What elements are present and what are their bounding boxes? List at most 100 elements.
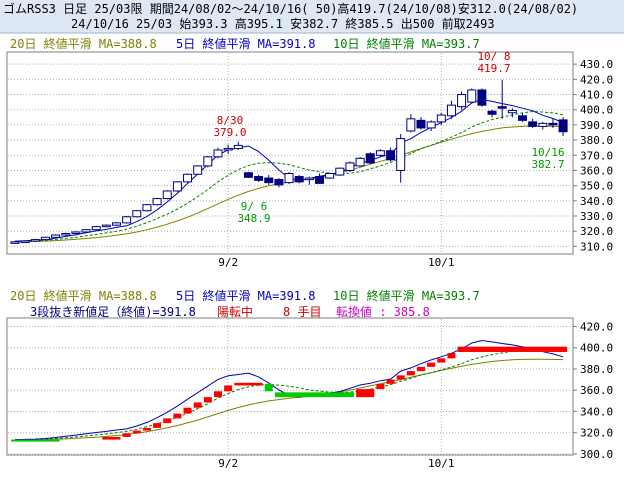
candle-body-down xyxy=(416,119,426,129)
candle-body-up xyxy=(51,234,61,238)
candle-body-down xyxy=(365,153,375,164)
y-bottom-tick-label: 360.0 xyxy=(580,384,613,397)
candle-body-down xyxy=(294,176,304,183)
brick-up xyxy=(163,418,172,424)
y-top-tick-label: 330.0 xyxy=(580,210,613,223)
candle-body-up xyxy=(467,89,477,103)
candle-body-up xyxy=(203,156,213,167)
candle-body-up xyxy=(325,173,335,179)
brick-up xyxy=(132,430,141,434)
candle-body-up xyxy=(375,150,385,156)
header-background xyxy=(0,0,624,33)
y-top-tick-label: 410.0 xyxy=(580,89,613,102)
candle-body-down xyxy=(497,106,507,109)
brick-up xyxy=(224,385,233,392)
y-bottom-tick-label: 380.0 xyxy=(580,363,613,376)
candle-body-up xyxy=(142,204,152,212)
brick-up xyxy=(356,389,375,398)
brick-up xyxy=(457,346,568,352)
brick-up xyxy=(102,436,121,440)
brick-up xyxy=(234,382,263,386)
legend-top-ma10: 10日 終値平滑 MA=393.7 xyxy=(333,36,480,51)
brick-down xyxy=(274,392,354,398)
y-bottom-tick-label: 340.0 xyxy=(580,405,613,418)
candle-body-up xyxy=(507,109,517,114)
legend-bottom-ma10: 10日 終値平滑 MA=393.7 xyxy=(333,288,480,303)
candle-body-up xyxy=(71,231,81,234)
candle-body-up xyxy=(396,138,406,171)
linebreak-plot-frame xyxy=(6,317,574,456)
brick-up xyxy=(122,433,131,437)
x-top-tick-label: 9/2 xyxy=(218,256,238,269)
candle-body-up xyxy=(122,216,132,224)
linebreak-panel-ma10-line xyxy=(14,348,564,441)
header-title: ゴムRSS3 日足 25/03限 期間24/08/02～24/10/16( 50… xyxy=(3,1,578,16)
linebreak-reversal: 転換値 : 385.8 xyxy=(336,304,430,319)
brick-down xyxy=(11,439,60,442)
brick-up xyxy=(142,427,151,431)
annotation-value: 379.0 xyxy=(213,126,246,139)
brick-up xyxy=(447,353,456,359)
y-top-tick-label: 360.0 xyxy=(580,164,613,177)
candle-body-up xyxy=(406,118,416,132)
candle-body-up xyxy=(91,226,101,231)
brick-up xyxy=(173,413,182,419)
candle-body-up xyxy=(446,104,456,117)
candle-body-down xyxy=(558,119,568,133)
x-top-tick-label: 10/1 xyxy=(428,256,455,269)
y-top-tick-label: 400.0 xyxy=(580,104,613,117)
linebreak-panel-ma20-line xyxy=(14,358,564,441)
candle-body-up xyxy=(183,173,193,183)
brick-up xyxy=(214,391,222,398)
candle-body-up xyxy=(223,147,233,151)
candle-body-up xyxy=(233,144,243,149)
candle-body-down xyxy=(274,179,284,186)
linebreak-status: 陽転中 xyxy=(217,304,253,319)
candle-body-up xyxy=(355,157,365,167)
legend-bottom-ma20: 20日 終値平滑 MA=388.8 xyxy=(10,288,157,303)
candle-body-up xyxy=(20,240,30,244)
candle-body-up xyxy=(112,222,121,226)
candle-body-up xyxy=(436,114,446,123)
candle-panel-ma10-line xyxy=(14,110,564,242)
brick-up xyxy=(427,362,436,367)
brick-up xyxy=(437,358,446,363)
brick-up xyxy=(396,375,405,380)
candle-body-down xyxy=(315,176,324,184)
brick-up xyxy=(376,383,385,390)
candle-body-down xyxy=(386,150,396,161)
annotation-date: 9/ 6 xyxy=(241,200,268,213)
legend-bottom-ma5: 5日 終値平滑 MA=391.8 xyxy=(176,288,315,303)
brick-up xyxy=(153,423,162,428)
candle-body-up xyxy=(162,190,172,200)
x-bottom-tick-label: 9/2 xyxy=(218,457,238,470)
candle-body-up xyxy=(213,149,223,158)
candle-body-up xyxy=(426,121,436,129)
annotation-date: 8/30 xyxy=(217,114,244,127)
linebreak-count: 8 手目 xyxy=(283,305,321,319)
annotation-value: 419.7 xyxy=(477,62,510,75)
y-top-tick-label: 340.0 xyxy=(580,195,613,208)
candle-body-up xyxy=(193,165,203,175)
brick-up xyxy=(386,379,395,384)
y-top-tick-label: 310.0 xyxy=(580,240,613,253)
candle-plot-frame xyxy=(6,51,574,255)
candle-body-up xyxy=(61,232,71,236)
x-bottom-tick-label: 10/1 xyxy=(428,457,455,470)
y-top-tick-label: 350.0 xyxy=(580,180,613,193)
candle-body-up xyxy=(10,241,20,244)
annotation-date: 10/16 xyxy=(531,146,564,159)
candle-body-down xyxy=(264,177,274,184)
y-top-tick-label: 320.0 xyxy=(580,225,613,238)
candle-body-up xyxy=(30,239,40,242)
brick-up xyxy=(183,407,192,414)
y-top-tick-label: 420.0 xyxy=(580,73,613,86)
candle-body-up xyxy=(132,210,142,218)
candle-body-up xyxy=(538,122,548,127)
candle-body-down xyxy=(487,110,497,115)
candle-body-up xyxy=(335,167,345,176)
annotation-date: 10/ 8 xyxy=(477,50,510,63)
candle-body-down xyxy=(528,121,538,127)
brick-up xyxy=(193,402,202,408)
candle-body-up xyxy=(81,229,91,233)
